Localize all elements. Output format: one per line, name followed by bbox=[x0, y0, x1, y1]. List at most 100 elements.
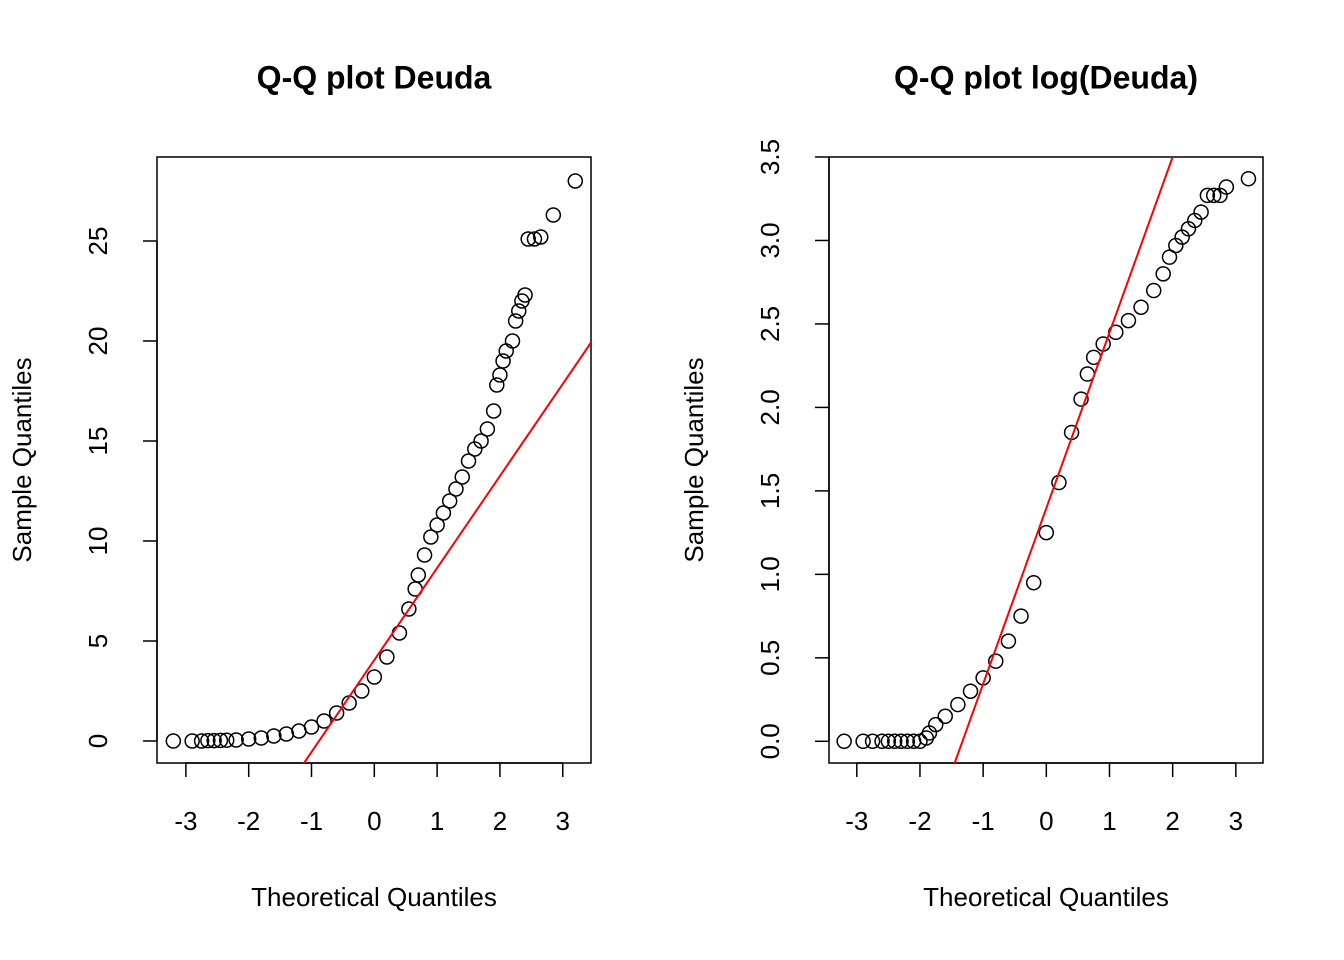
point bbox=[473, 433, 489, 449]
point bbox=[533, 229, 549, 245]
x-tick-label: 3 bbox=[1229, 806, 1243, 836]
point bbox=[460, 453, 477, 469]
point bbox=[240, 731, 257, 747]
point bbox=[303, 719, 320, 735]
x-tick-label: -3 bbox=[845, 806, 868, 836]
point bbox=[836, 733, 852, 750]
point bbox=[517, 287, 533, 303]
point bbox=[193, 733, 210, 749]
point bbox=[880, 733, 897, 750]
point bbox=[212, 732, 229, 749]
point bbox=[1205, 187, 1222, 204]
point bbox=[489, 377, 505, 393]
x-tick-label: -1 bbox=[300, 806, 323, 836]
point bbox=[1038, 524, 1055, 541]
point bbox=[184, 733, 200, 749]
point bbox=[218, 732, 235, 748]
x-tick-label: 2 bbox=[493, 806, 507, 836]
point bbox=[1193, 204, 1209, 220]
y-tick-label: 10 bbox=[83, 527, 113, 556]
y-tick-label: 3.5 bbox=[755, 139, 785, 175]
point bbox=[448, 481, 464, 497]
point bbox=[366, 669, 383, 685]
point bbox=[526, 231, 543, 247]
x-tick-label: 3 bbox=[556, 806, 570, 836]
point bbox=[1218, 179, 1235, 195]
point bbox=[1025, 574, 1042, 591]
plot-frame bbox=[156, 156, 592, 764]
point bbox=[1000, 633, 1017, 649]
chart-title: Q-Q plot Deuda bbox=[257, 59, 492, 95]
point bbox=[520, 231, 536, 247]
point bbox=[545, 207, 562, 223]
x-tick-label: 1 bbox=[430, 806, 444, 836]
x-tick-label: -1 bbox=[972, 806, 995, 836]
point bbox=[391, 625, 408, 641]
point bbox=[200, 732, 216, 749]
point bbox=[492, 367, 508, 383]
point bbox=[1240, 170, 1257, 187]
point bbox=[354, 683, 370, 699]
point bbox=[423, 529, 439, 545]
plot-frame bbox=[828, 156, 1264, 764]
point bbox=[206, 732, 222, 749]
chart-title: Q-Q plot log(Deuda) bbox=[894, 59, 1198, 95]
point bbox=[928, 716, 944, 733]
y-tick-label: 1.5 bbox=[755, 473, 785, 509]
x-axis-label: Theoretical Quantiles bbox=[251, 882, 497, 912]
reference-line bbox=[953, 157, 1174, 763]
point bbox=[485, 403, 502, 419]
point bbox=[855, 733, 871, 750]
point bbox=[495, 353, 511, 369]
y-axis-label: Sample Quantiles bbox=[7, 357, 37, 562]
x-axis-label: Theoretical Quantiles bbox=[923, 882, 1169, 912]
point bbox=[416, 547, 433, 563]
reference-line bbox=[302, 342, 591, 763]
point bbox=[886, 733, 903, 750]
point bbox=[874, 733, 890, 750]
point bbox=[429, 517, 445, 533]
point bbox=[328, 705, 345, 721]
point bbox=[441, 493, 458, 509]
point bbox=[498, 343, 514, 359]
x-tick-label: 2 bbox=[1165, 806, 1179, 836]
point bbox=[1155, 266, 1171, 282]
point bbox=[278, 726, 295, 742]
x-tick-label: -3 bbox=[174, 806, 197, 836]
y-tick-label: 2.0 bbox=[755, 389, 785, 425]
point bbox=[266, 728, 282, 744]
point bbox=[454, 469, 470, 485]
point bbox=[1013, 608, 1029, 624]
point bbox=[864, 733, 881, 750]
point bbox=[1161, 249, 1178, 265]
point bbox=[511, 303, 527, 319]
point bbox=[228, 732, 244, 748]
y-tick-label: 5 bbox=[83, 634, 113, 648]
point bbox=[988, 653, 1004, 669]
point bbox=[899, 733, 916, 750]
x-tick-label: -2 bbox=[908, 806, 931, 836]
point bbox=[962, 683, 979, 699]
point bbox=[937, 708, 953, 725]
point bbox=[507, 313, 524, 329]
x-tick-label: 0 bbox=[367, 806, 381, 836]
point bbox=[1145, 282, 1162, 299]
point bbox=[379, 649, 395, 665]
point bbox=[893, 733, 909, 750]
x-tick-label: 1 bbox=[1102, 806, 1116, 836]
point bbox=[435, 505, 452, 521]
y-tick-label: 25 bbox=[83, 227, 113, 256]
y-tick-label: 0.0 bbox=[755, 723, 785, 759]
point bbox=[401, 601, 417, 617]
point bbox=[253, 730, 270, 746]
point bbox=[1073, 391, 1089, 407]
point bbox=[1120, 312, 1137, 329]
y-tick-label: 0 bbox=[83, 734, 113, 748]
y-tick-label: 3.0 bbox=[755, 222, 785, 258]
point bbox=[1199, 187, 1216, 204]
point bbox=[567, 173, 584, 189]
y-tick-label: 2.5 bbox=[755, 306, 785, 342]
point bbox=[316, 713, 332, 729]
y-axis-label: Sample Quantiles bbox=[679, 357, 709, 562]
